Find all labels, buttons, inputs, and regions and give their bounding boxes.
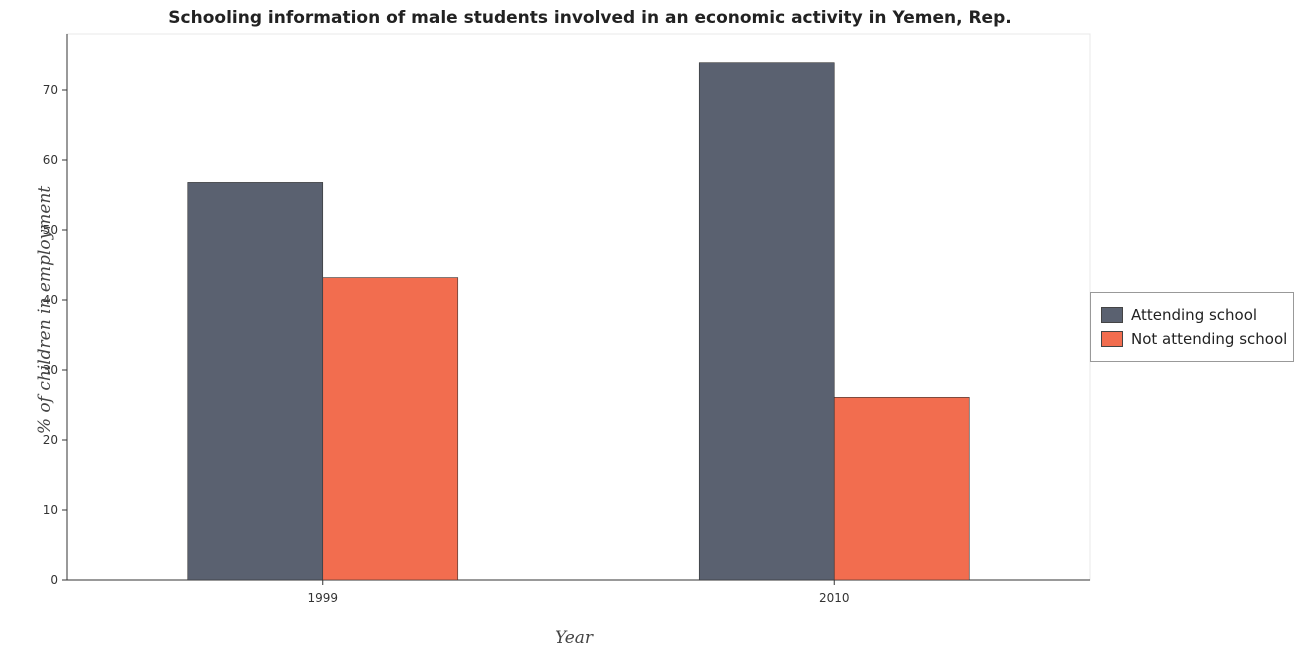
y-axis-title: % of children in employment: [35, 186, 55, 435]
y-tick-label: 40: [43, 293, 58, 307]
y-tick-label: 60: [43, 153, 58, 167]
legend-item-attending: Attending school: [1101, 305, 1257, 325]
legend-label-not-attending: Not attending school: [1131, 330, 1288, 348]
legend-label-attending: Attending school: [1131, 306, 1258, 324]
x-axis-title: Year: [555, 628, 594, 648]
legend-swatch-not-attending: [1101, 331, 1123, 347]
y-tick-label: 70: [43, 83, 58, 97]
bars: [187, 62, 970, 581]
y-tick-label: 50: [43, 223, 58, 237]
x-tick-label: 2010: [819, 591, 850, 605]
y-tick-label: 20: [43, 433, 58, 447]
bar-attending-2010: [698, 62, 835, 581]
legend-swatch-attending: [1101, 307, 1123, 323]
legend: Attending school Not attending school: [1090, 292, 1294, 362]
y-tick-label: 10: [43, 503, 58, 517]
bar-not-attending-2010: [833, 396, 970, 581]
bar-attending-1999: [187, 182, 324, 581]
y-axis: 0 10 20 30 40 50 60 70: [43, 83, 67, 587]
x-axis: 1999 2010: [307, 580, 850, 605]
chart-title: Schooling information of male students i…: [168, 8, 1012, 28]
y-tick-label: 0: [50, 573, 58, 587]
y-tick-label: 30: [43, 363, 58, 377]
bar-not-attending-1999: [322, 277, 459, 581]
x-tick-label: 1999: [307, 591, 338, 605]
legend-item-not-attending: Not attending school: [1101, 329, 1287, 349]
